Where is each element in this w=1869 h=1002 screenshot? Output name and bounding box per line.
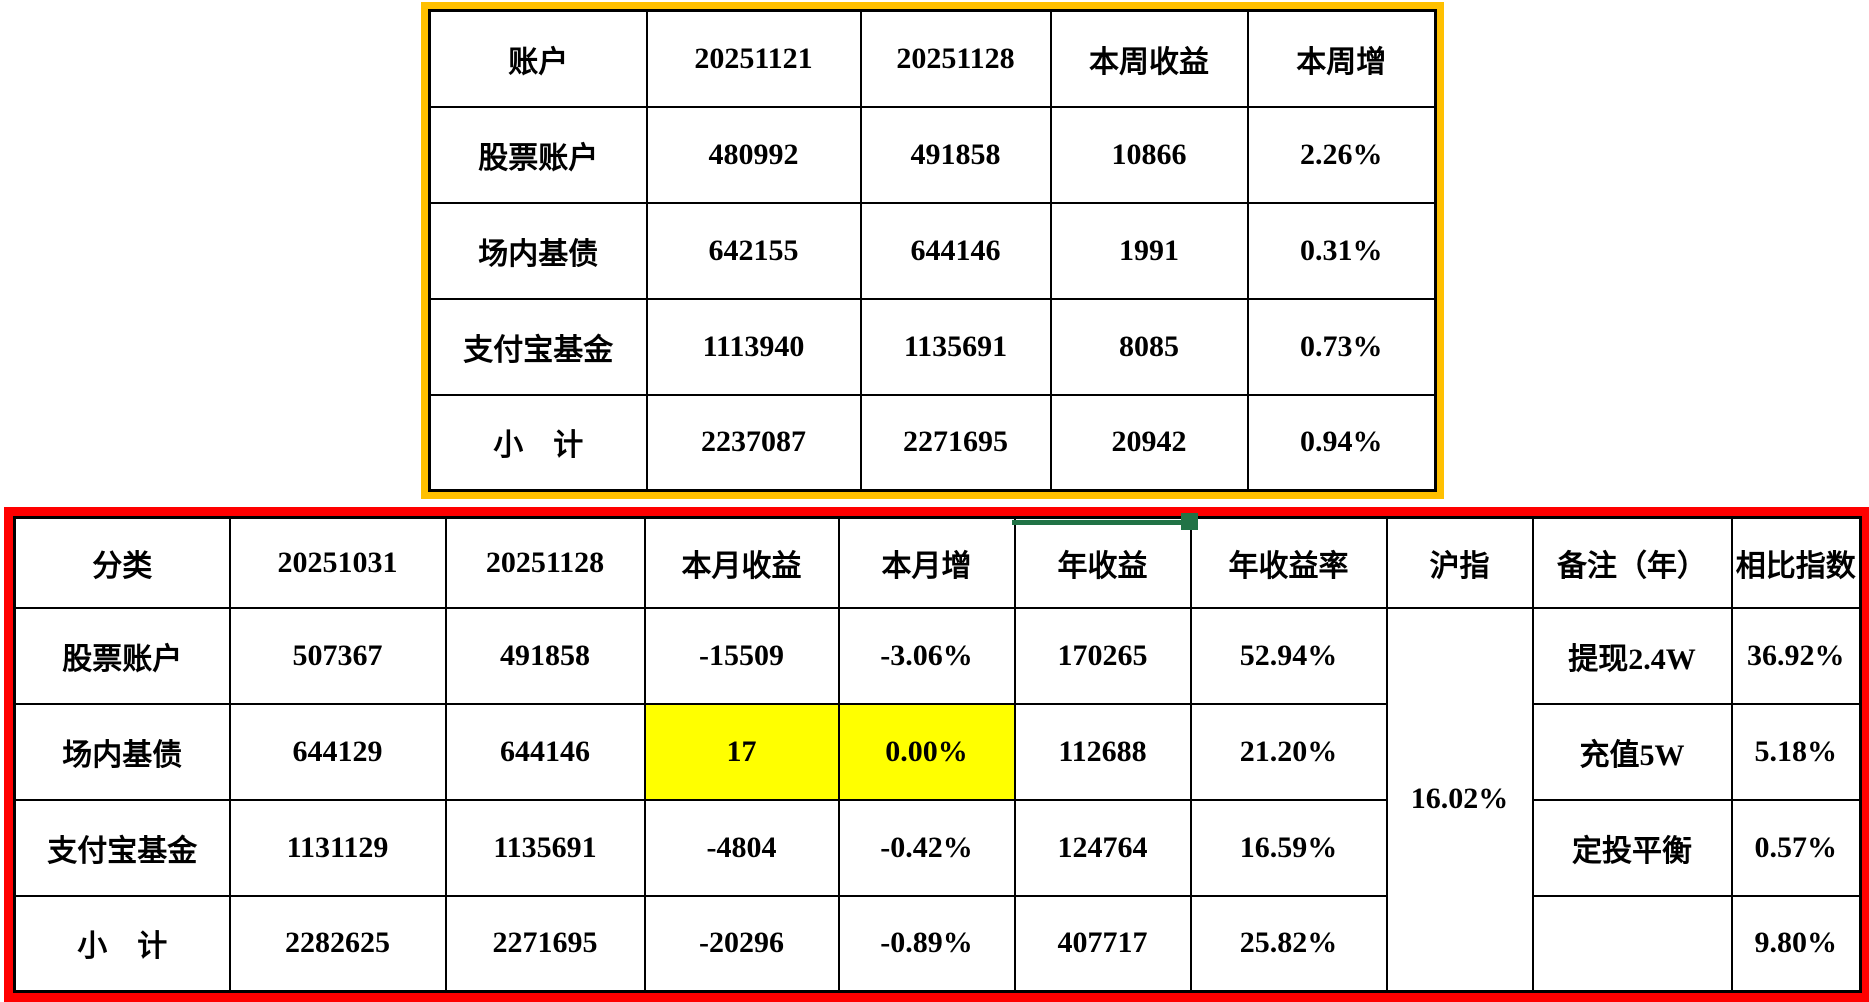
table-cell[interactable]: 2282625 [228,894,447,993]
table-cell[interactable]: 642155 [645,201,862,300]
table-cell[interactable]: 场内基债 [13,702,231,801]
table-cell[interactable]: 491858 [444,606,646,705]
table-cell[interactable]: 支付宝基金 [13,798,231,897]
table-row-stock-account: 股票账户 480992 491858 10866 2.26% [428,105,1437,204]
table-cell[interactable]: 小 计 [13,894,231,993]
table-cell[interactable]: 491858 [859,105,1052,204]
table-row-subtotal: 小 计 2237087 2271695 20942 0.94% [428,393,1437,492]
highlighted-cell[interactable]: 0.00% [837,702,1016,801]
table-cell[interactable]: 20942 [1049,393,1249,492]
table-row-subtotal: 小 计 2282625 2271695 -20296 -0.89% 407717… [13,894,1862,993]
table-cell[interactable]: 407717 [1013,894,1192,993]
table-row-stock-account: 股票账户 507367 491858 -15509 -3.06% 170265 … [13,606,1862,993]
table-cell[interactable]: 2237087 [645,393,862,492]
table-cell[interactable]: 9.80% [1730,894,1862,993]
table-cell[interactable]: 2.26% [1246,105,1437,204]
monthly-table-frame[interactable]: 分类 20251031 20251128 本月收益 本月增 年收益 年收益率 沪… [4,507,1869,1002]
table-cell[interactable]: 8085 [1049,297,1249,396]
table-header-row: 账户 20251121 20251128 本周收益 本周增 [428,9,1437,108]
monthly-summary-table: 分类 20251031 20251128 本月收益 本月增 年收益 年收益率 沪… [13,516,1862,993]
weekly-summary-table: 账户 20251121 20251128 本周收益 本周增 股票账户 48099… [428,9,1437,492]
table-cell[interactable]: 644129 [228,702,447,801]
table-cell[interactable]: 股票账户 [13,606,231,705]
table-cell[interactable]: 0.31% [1246,201,1437,300]
table-cell[interactable]: 0.73% [1246,297,1437,396]
column-header-weekly-change[interactable]: 本周增 [1246,9,1437,108]
column-header-notes-year[interactable]: 备注（年） [1531,516,1733,609]
table-cell[interactable]: 5.18% [1730,702,1862,801]
table-cell[interactable]: 定投平衡 [1531,798,1733,897]
table-cell[interactable]: 1135691 [859,297,1052,396]
table-cell[interactable]: -0.42% [837,798,1016,897]
column-header-annual-profit[interactable]: 年收益 [1013,516,1192,609]
table-cell[interactable]: 21.20% [1189,702,1388,801]
column-header-account[interactable]: 账户 [428,9,648,108]
column-header-annual-rate[interactable]: 年收益率 [1189,516,1388,609]
shanghai-index-merged-cell[interactable]: 16.02% [1385,606,1534,993]
table-cell[interactable]: 170265 [1013,606,1192,705]
table-cell[interactable]: -15509 [643,606,840,705]
table-cell[interactable]: 644146 [859,201,1052,300]
table-row-exchange-funds: 场内基债 644129 644146 17 0.00% 112688 21.20… [13,702,1862,801]
column-header-date-20251121[interactable]: 20251121 [645,9,862,108]
column-header-date-20251128[interactable]: 20251128 [444,516,646,609]
column-header-vs-index[interactable]: 相比指数 [1730,516,1862,609]
weekly-table-frame[interactable]: 账户 20251121 20251128 本周收益 本周增 股票账户 48099… [421,2,1444,499]
table-cell[interactable]: 124764 [1013,798,1192,897]
column-header-date-20251128[interactable]: 20251128 [859,9,1052,108]
selected-cell-border[interactable] [1012,520,1192,525]
table-cell[interactable]: -20296 [643,894,840,993]
table-cell[interactable]: 小 计 [428,393,648,492]
table-cell[interactable]: -0.89% [837,894,1016,993]
fill-handle[interactable] [1181,513,1198,530]
table-cell[interactable]: 112688 [1013,702,1192,801]
table-cell[interactable]: -4804 [643,798,840,897]
table-cell-empty[interactable] [1531,894,1733,993]
column-header-date-20251031[interactable]: 20251031 [228,516,447,609]
table-cell[interactable]: 10866 [1049,105,1249,204]
table-cell[interactable]: 2271695 [444,894,646,993]
table-cell[interactable]: 2271695 [859,393,1052,492]
highlighted-cell[interactable]: 17 [643,702,840,801]
table-cell[interactable]: 52.94% [1189,606,1388,705]
column-header-monthly-profit[interactable]: 本月收益 [643,516,840,609]
table-cell[interactable]: 1131129 [228,798,447,897]
table-cell[interactable]: -3.06% [837,606,1016,705]
table-cell[interactable]: 1113940 [645,297,862,396]
table-cell[interactable]: 股票账户 [428,105,648,204]
table-cell[interactable]: 644146 [444,702,646,801]
table-cell[interactable]: 25.82% [1189,894,1388,993]
table-cell[interactable]: 场内基债 [428,201,648,300]
table-row-exchange-funds: 场内基债 642155 644146 1991 0.31% [428,201,1437,300]
table-row-alipay-funds: 支付宝基金 1113940 1135691 8085 0.73% [428,297,1437,396]
column-header-monthly-change[interactable]: 本月增 [837,516,1016,609]
table-cell[interactable]: 1991 [1049,201,1249,300]
table-cell[interactable]: 0.57% [1730,798,1862,897]
table-cell[interactable]: 0.94% [1246,393,1437,492]
table-cell[interactable]: 480992 [645,105,862,204]
column-header-weekly-profit[interactable]: 本周收益 [1049,9,1249,108]
table-header-row: 分类 20251031 20251128 本月收益 本月增 年收益 年收益率 沪… [13,516,1862,609]
table-cell[interactable]: 16.59% [1189,798,1388,897]
table-cell[interactable]: 507367 [228,606,447,705]
table-row-alipay-funds: 支付宝基金 1131129 1135691 -4804 -0.42% 12476… [13,798,1862,897]
table-cell[interactable]: 1135691 [444,798,646,897]
column-header-shanghai-index[interactable]: 沪指 [1385,516,1534,609]
table-cell[interactable]: 支付宝基金 [428,297,648,396]
table-cell[interactable]: 提现2.4W [1531,606,1733,705]
column-header-category[interactable]: 分类 [13,516,231,609]
table-cell[interactable]: 充值5W [1531,702,1733,801]
table-cell[interactable]: 36.92% [1730,606,1862,705]
